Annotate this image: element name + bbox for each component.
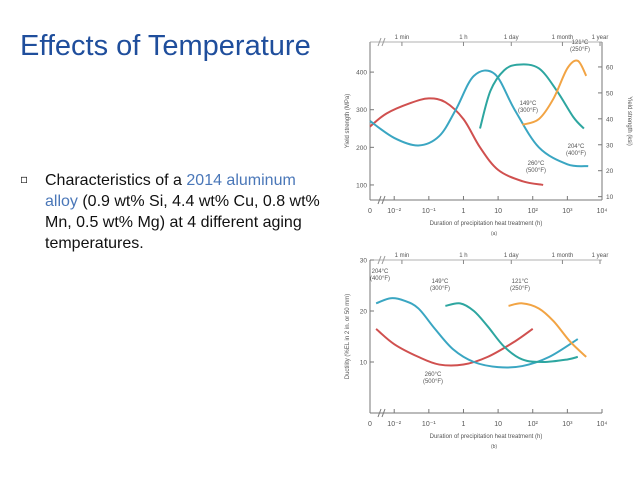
series-line-1 (369, 69, 589, 168)
y-right-tick-label: 50 (606, 90, 614, 97)
x-tick-label: 10 (494, 421, 502, 428)
bullet-marker-icon: ▫ (20, 172, 29, 186)
bullet-text-part1: Characteristics of a (45, 172, 187, 189)
top-tick-label: 1 min (395, 35, 410, 41)
top-tick-label: 1 year (592, 253, 609, 259)
top-tick-label: 1 month (552, 35, 574, 41)
yield-strength-chart: 0 10⁻² 10⁻¹ 1 10 10² 10³ 10⁴ Duration of precipi… (340, 30, 638, 240)
series-label-1: 204°C (372, 269, 389, 275)
y-tick-label: 10 (360, 360, 368, 367)
top-axis-break-mark (377, 255, 386, 265)
x-tick-label-zero: 0 (368, 421, 372, 428)
top-tick-label: 1 h (459, 35, 467, 41)
series-sublabel-2: (300°F) (518, 108, 538, 114)
y-right-tick-label: 30 (606, 142, 614, 149)
slide-title: Effects of Temperature (20, 30, 311, 62)
ductility-chart: 0 10⁻² 10⁻¹ 1 10 10² 10³ 10⁴ Duration of precipi… (340, 248, 638, 470)
x-axis-break-mark (377, 195, 386, 205)
series-label-3: 121°C (572, 40, 589, 46)
top-tick-label: 1 year (592, 35, 609, 41)
series-line-0 (375, 328, 534, 367)
series-line-2 (445, 302, 579, 364)
y-right-tick-label: 60 (606, 64, 614, 71)
x-tick-label: 1 (462, 421, 466, 428)
top-tick-label: 1 h (459, 253, 467, 259)
y-right-tick-label: 10 (606, 194, 614, 201)
series-sublabel-1: (400°F) (370, 276, 390, 282)
x-tick-label: 10³ (562, 208, 573, 215)
series-line-2 (479, 63, 585, 130)
x-tick-label: 10⁴ (597, 421, 608, 428)
y-tick-label: 400 (356, 70, 367, 77)
x-tick-label: 10⁻¹ (422, 208, 436, 215)
x-tick-label: 10⁻¹ (422, 421, 436, 428)
x-tick-label: 10⁻² (387, 421, 401, 428)
y-axis-label: Yield strength (MPa) (345, 94, 351, 148)
y-axis-label: Ductility (%EL in 2 in. or 50 mm) (345, 294, 351, 379)
x-tick-label: 10⁻² (387, 208, 401, 215)
y-tick-label: 100 (356, 182, 367, 189)
ductility-plot: 0 10⁻² 10⁻¹ 1 10 10² 10³ 10⁴ Duration of precipi… (345, 253, 609, 450)
series-sublabel-1: (400°F) (566, 151, 586, 157)
x-axis-label: Duration of precipitation heat treatment… (430, 221, 543, 227)
y-tick-label: 200 (356, 145, 367, 152)
chart-caption: (b) (491, 444, 497, 450)
y-right-tick-label: 40 (606, 116, 614, 123)
x-tick-label: 10⁴ (597, 208, 608, 215)
series-sublabel-3: (250°F) (510, 286, 530, 292)
y-right-axis-label: Yield strength (ksi) (626, 96, 632, 145)
series-sublabel-3: (250°F) (570, 47, 590, 53)
series-line-0 (369, 97, 544, 186)
x-axis-label: Duration of precipitation heat treatment… (430, 434, 543, 440)
series-sublabel-0: (500°F) (423, 379, 443, 385)
series-label-0: 260°C (528, 161, 545, 167)
bullet-list: ▫ Characteristics of a 2014 aluminum all… (20, 170, 320, 254)
x-tick-label-zero: 0 (368, 208, 372, 215)
top-tick-label: 1 day (504, 253, 519, 259)
x-tick-label: 1 (462, 208, 466, 215)
yield-strength-plot: 0 10⁻² 10⁻¹ 1 10 10² 10³ 10⁴ Duration of precipi… (345, 35, 632, 237)
x-axis-break-mark (377, 408, 386, 418)
y-tick-label: 300 (356, 107, 367, 114)
series-sublabel-0: (500°F) (526, 168, 546, 174)
chart-caption: (a) (491, 231, 497, 237)
bullet-text-part2: (0.9 wt% Si, 4.4 wt% Cu, 0.8 wt% Mn, 0.5… (45, 193, 320, 252)
series-label-2: 149°C (432, 279, 449, 285)
series-sublabel-2: (300°F) (430, 286, 450, 292)
y-tick-label: 20 (360, 309, 368, 316)
x-tick-label: 10² (528, 421, 539, 428)
series-label-3: 121°C (512, 279, 529, 285)
top-tick-label: 1 min (395, 253, 410, 259)
series-label-0: 260°C (425, 372, 442, 378)
x-tick-label: 10² (528, 208, 539, 215)
x-tick-label: 10³ (562, 421, 573, 428)
bullet-text: Characteristics of a 2014 aluminum alloy… (45, 170, 320, 254)
series-label-1: 204°C (568, 144, 585, 150)
series-line-3 (508, 302, 587, 358)
top-tick-label: 1 month (552, 253, 574, 259)
alloy-name: 2014 aluminum alloy (45, 172, 296, 210)
y-tick-label: 30 (360, 258, 368, 265)
top-tick-label: 1 day (504, 35, 519, 41)
series-line-3 (521, 59, 588, 126)
top-axis-break-mark (377, 37, 386, 47)
series-line-1 (375, 297, 579, 369)
x-tick-label: 10 (494, 208, 502, 215)
series-label-2: 149°C (520, 101, 537, 107)
y-right-tick-label: 20 (606, 168, 614, 175)
